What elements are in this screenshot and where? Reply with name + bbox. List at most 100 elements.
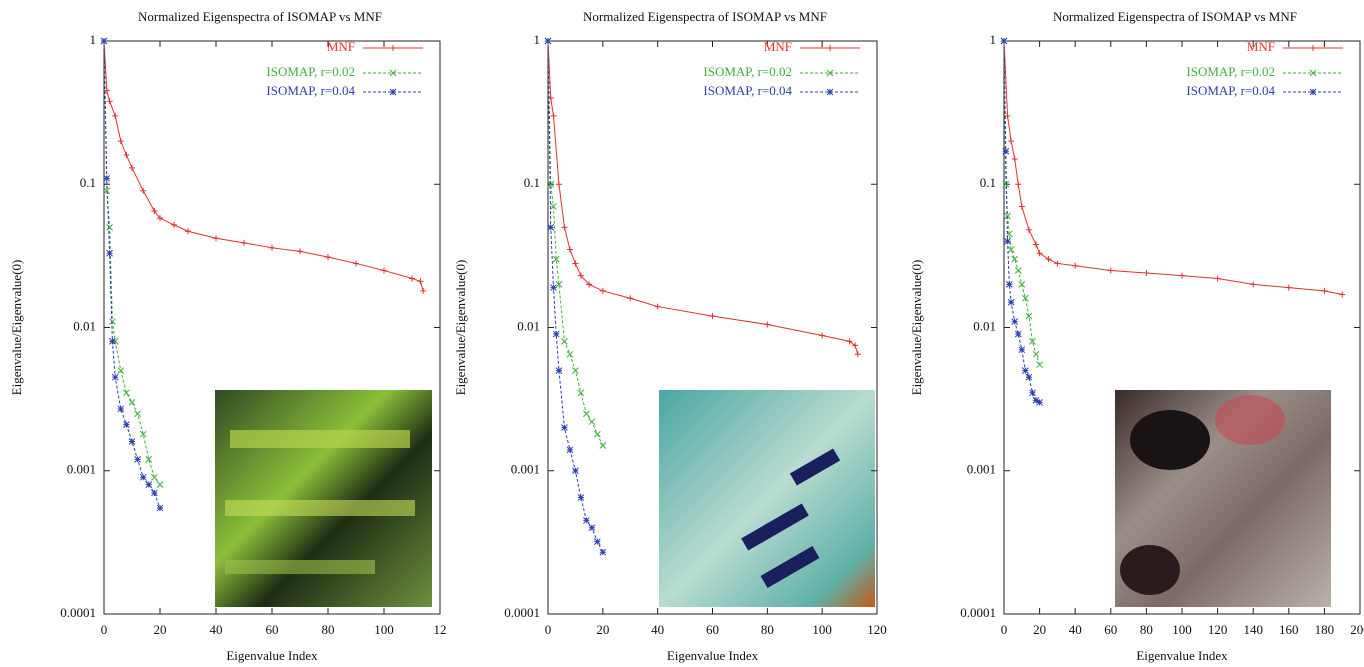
legend-label: ISOMAP, r=0.04 (703, 83, 792, 98)
x-tick-label: 100 (374, 622, 394, 637)
data-point (111, 373, 119, 381)
data-point (129, 164, 135, 171)
data-point (1011, 255, 1019, 263)
data-point (561, 224, 568, 231)
x-tick-label: 120 (1208, 622, 1228, 637)
series-line (547, 40, 604, 553)
data-point (103, 87, 110, 94)
data-point (1033, 241, 1040, 248)
x-axis-label: Eigenvalue Index (1136, 648, 1228, 663)
series-line (103, 40, 424, 292)
data-point (1014, 330, 1022, 338)
data-point (145, 481, 153, 488)
legend-label: ISOMAP, r=0.02 (703, 64, 792, 79)
y-tick-label: 1 (990, 32, 997, 47)
data-point (109, 338, 116, 345)
chart-title: Normalized Eigenspectra of ISOMAP vs MNF (138, 9, 382, 24)
data-point (134, 456, 141, 463)
y-tick-label: 0.01 (517, 318, 540, 333)
data-point (117, 367, 125, 374)
data-point (764, 321, 771, 328)
data-point (555, 281, 563, 288)
data-point (577, 389, 585, 397)
x-tick-label: 200 (1350, 622, 1364, 637)
data-point (572, 260, 579, 267)
inset-image (1115, 390, 1331, 607)
data-point (555, 367, 563, 374)
data-point (1000, 37, 1008, 45)
x-tick-label: 20 (596, 622, 609, 637)
y-tick-label: 0.1 (980, 175, 996, 190)
data-point (593, 538, 601, 545)
data-point (1036, 250, 1043, 257)
data-point (588, 524, 596, 532)
data-point (1107, 267, 1114, 274)
data-point (1072, 262, 1079, 269)
y-tick-label: 1 (534, 32, 541, 47)
data-point (128, 399, 136, 406)
series-line (547, 40, 859, 355)
data-point (117, 138, 124, 145)
data-point (1045, 256, 1052, 263)
data-point (588, 418, 596, 426)
y-axis-label: Eigenvalue/Eigenvalue(0) (453, 260, 468, 396)
legend-marker (1309, 88, 1317, 96)
data-point (156, 481, 164, 488)
inset-image (659, 390, 875, 607)
x-tick-label: 40 (1069, 622, 1082, 637)
data-point (381, 267, 387, 274)
data-point (1143, 270, 1150, 277)
y-axis-label: Eigenvalue/Eigenvalue(0) (9, 260, 24, 396)
x-tick-label: 60 (1104, 622, 1117, 637)
data-point (409, 275, 415, 282)
data-point (106, 224, 113, 231)
x-tick-label: 0 (1001, 622, 1008, 637)
data-point (171, 221, 177, 228)
x-tick-label: 100 (1172, 622, 1192, 637)
data-point (1018, 281, 1026, 288)
x-tick-label: 180 (1315, 622, 1335, 637)
x-tick-label: 140 (1243, 622, 1263, 637)
data-point (819, 332, 826, 339)
data-point (128, 438, 136, 445)
data-point (1011, 156, 1018, 163)
data-point (654, 303, 661, 310)
data-point (599, 442, 607, 449)
data-point (139, 473, 147, 481)
series-line (103, 40, 161, 509)
legend-marker (1310, 45, 1316, 51)
data-point (599, 287, 606, 294)
data-point (566, 246, 573, 253)
data-point (1179, 272, 1185, 279)
x-tick-label: 60 (266, 622, 279, 637)
y-tick-label: 0.1 (524, 175, 540, 190)
x-tick-label: 12 (434, 622, 447, 637)
x-tick-label: 20 (154, 622, 167, 637)
data-point (1036, 361, 1043, 369)
legend-marker (390, 45, 396, 51)
data-point (577, 272, 584, 279)
data-point (1007, 298, 1015, 306)
data-point (269, 244, 275, 251)
data-point (854, 351, 861, 358)
x-axis-label: Eigenvalue Index (667, 648, 759, 663)
legend-marker (826, 69, 834, 77)
data-point (1004, 112, 1011, 119)
y-tick-label: 0.0001 (960, 605, 996, 620)
x-tick-label: 80 (1140, 622, 1153, 637)
data-point (547, 224, 555, 231)
data-point (1014, 267, 1022, 274)
y-tick-label: 0.01 (973, 318, 996, 333)
legend-marker (1309, 69, 1317, 77)
inset-image (215, 390, 432, 607)
data-point (213, 235, 219, 242)
data-point (123, 421, 130, 428)
data-point (100, 37, 108, 45)
data-point (1025, 312, 1033, 320)
data-point (185, 228, 191, 235)
data-point (1029, 389, 1036, 397)
data-point (1022, 294, 1029, 302)
data-point (140, 187, 147, 194)
data-point (627, 295, 634, 302)
x-axis-label: Eigenvalue Index (226, 648, 318, 663)
